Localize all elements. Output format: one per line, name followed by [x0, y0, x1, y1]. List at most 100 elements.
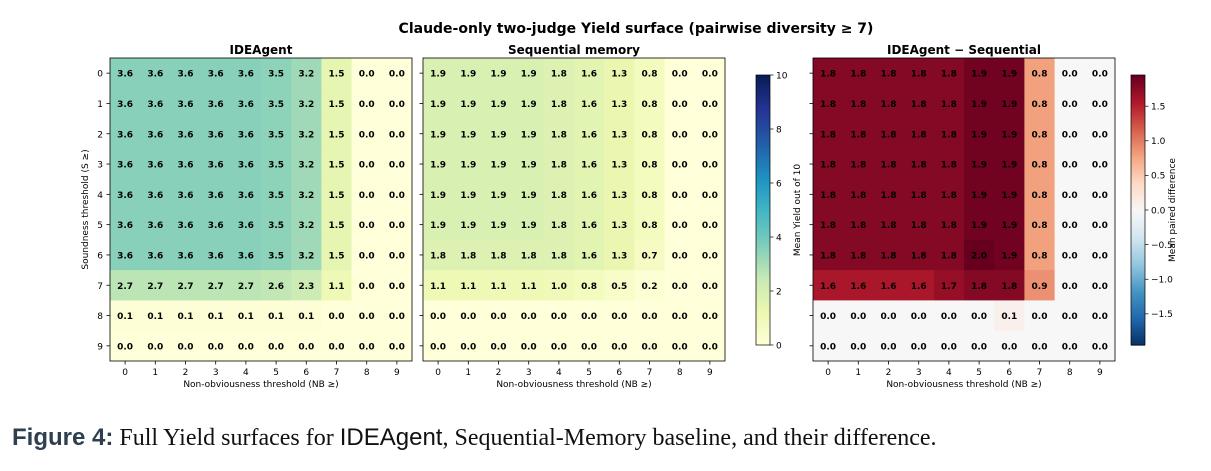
heatmap-cell: [694, 330, 726, 362]
cell-value-label: 1.8: [551, 251, 567, 261]
heatmap-cell: [634, 58, 665, 89]
x-tick-label: 2: [496, 368, 502, 378]
heatmap-cell: [813, 300, 844, 332]
heatmap-cell: [261, 179, 292, 210]
colorbar-segment: [1131, 192, 1145, 195]
colorbar-segment: [756, 201, 770, 204]
colorbar-segment: [756, 165, 770, 168]
colorbar-segment: [756, 174, 770, 177]
heatmap-cell: [1084, 330, 1116, 362]
colorbar-tick-label: 0: [776, 341, 782, 351]
colorbar-segment: [1131, 212, 1145, 216]
cell-value-label: 0.1: [238, 312, 254, 322]
heatmap-cell: [694, 300, 726, 332]
cell-value-label: 1.8: [941, 221, 957, 231]
heatmap-cell: [1084, 148, 1116, 180]
colorbar-segment: [1131, 90, 1145, 94]
heatmap-cell: [964, 270, 995, 301]
heatmap-cell: [170, 118, 201, 150]
heatmap-cell: [351, 330, 383, 362]
cell-value-label: 3.5: [268, 191, 284, 201]
cell-value-label: 3.5: [268, 100, 284, 110]
heatmap-cell: [423, 239, 454, 271]
colorbar-segment: [756, 158, 770, 162]
heatmap-cell: [604, 209, 635, 241]
cell-value-label: 1.5: [329, 251, 345, 261]
heatmap-cell: [1084, 270, 1116, 301]
x-tick-label: 0: [122, 368, 128, 378]
cell-value-label: 0.0: [1032, 312, 1048, 322]
heatmap-cell: [574, 179, 605, 210]
heatmap-cell: [843, 179, 874, 210]
heatmap-cell: [964, 239, 995, 271]
x-tick-label: 7: [334, 368, 340, 378]
heatmap-cell: [321, 118, 352, 150]
colorbar-segment: [756, 241, 770, 245]
colorbar-segment: [1131, 221, 1145, 225]
colorbar-segment: [756, 311, 770, 315]
cell-value-label: 0.0: [971, 342, 987, 352]
cell-value-label: 1.9: [491, 221, 507, 231]
colorbar-segment: [1131, 178, 1145, 182]
colorbar-segment: [1131, 147, 1145, 150]
cell-value-label: 0.0: [1062, 100, 1078, 110]
x-axis-label: Non-obviousness threshold (NB ≥): [183, 380, 338, 390]
cell-value-label: 1.8: [551, 221, 567, 231]
cell-value-label: 3.6: [238, 251, 254, 261]
cell-value-label: 1.8: [820, 251, 836, 261]
heatmap-cell: [291, 270, 322, 301]
colorbar-segment: [1131, 142, 1145, 146]
cell-value-label: 0.0: [642, 342, 658, 352]
colorbar-segment: [1131, 158, 1145, 162]
colorbar-segment: [756, 194, 770, 198]
cell-value-label: 1.3: [611, 161, 627, 171]
colorbar-segment: [1131, 250, 1145, 254]
heatmap-cell: [351, 300, 383, 332]
cell-value-label: 0.0: [702, 342, 718, 352]
cell-value-label: 3.5: [268, 221, 284, 231]
colorbar-tick-label: 1.5: [1151, 102, 1165, 112]
heatmap-cell: [604, 179, 635, 210]
heatmap-cell: [381, 88, 413, 119]
cell-value-label: 2.3: [298, 282, 314, 292]
cell-value-label: 0.0: [117, 342, 133, 352]
colorbar-segment: [756, 129, 770, 132]
x-tick-label: 4: [556, 368, 562, 378]
cell-value-label: 1.6: [581, 221, 597, 231]
heatmap-cell: [261, 118, 292, 150]
cell-value-label: 3.2: [298, 130, 314, 140]
heatmap-cell: [964, 179, 995, 210]
heatmap-cell: [381, 209, 413, 241]
colorbar-segment: [1131, 79, 1145, 83]
heatmap-cell: [664, 300, 696, 332]
colorbar-segment: [1131, 99, 1145, 103]
heatmap-cell: [543, 88, 575, 119]
heatmap-cell: [903, 118, 935, 150]
cell-value-label: 0.0: [491, 312, 507, 322]
colorbar-segment: [756, 277, 770, 281]
colorbar-tick-label: 8: [776, 125, 782, 135]
cell-value-label: 0.0: [1092, 130, 1108, 140]
cell-value-label: 1.8: [820, 191, 836, 201]
x-tick-label: 5: [273, 368, 279, 378]
colorbar-segment: [756, 273, 770, 276]
cell-value-label: 3.6: [208, 191, 224, 201]
cell-value-label: 0.0: [147, 342, 163, 352]
heatmap-cell: [170, 88, 201, 119]
x-tick-label: 1: [152, 368, 158, 378]
cell-value-label: 1.9: [460, 161, 476, 171]
x-tick-label: 5: [976, 368, 982, 378]
cell-value-label: 0.0: [389, 100, 405, 110]
heatmap-cell: [1054, 330, 1086, 362]
heatmap-cell: [664, 270, 696, 301]
heatmap-cell: [230, 239, 262, 271]
cell-value-label: 1.8: [460, 251, 476, 261]
heatmap-cell: [903, 179, 935, 210]
cell-value-label: 0.0: [702, 130, 718, 140]
colorbar-segment: [1131, 205, 1145, 209]
heatmap-cell: [903, 209, 935, 241]
cell-value-label: 3.6: [117, 100, 133, 110]
heatmap-cell: [170, 58, 201, 89]
colorbar-segment: [756, 104, 770, 108]
heatmap-cell: [664, 118, 696, 150]
